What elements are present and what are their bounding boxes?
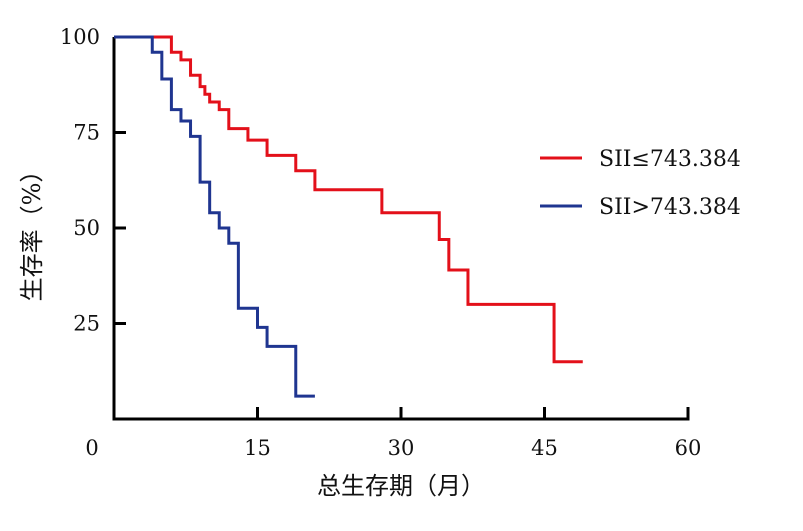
series-layer <box>114 35 583 398</box>
series-line-sii-high <box>114 35 315 398</box>
axes <box>112 37 690 421</box>
legend: SII≤743.384 SII>743.384 <box>540 147 741 220</box>
legend-item-sii-low: SII≤743.384 <box>540 147 741 172</box>
y-tick-label: 25 <box>73 312 100 336</box>
x-tick-label: 45 <box>531 436 558 460</box>
y-tick-label: 50 <box>73 216 100 240</box>
legend-label-sii-high: SII>743.384 <box>599 195 741 220</box>
y-tick-label: 75 <box>73 121 100 145</box>
legend-item-sii-high: SII>743.384 <box>540 195 741 220</box>
y-ticks: 25 50 75 100 <box>60 25 126 336</box>
x-ticks: 0 15 30 45 60 <box>85 407 701 460</box>
x-tick-label: 30 <box>388 436 415 460</box>
y-axis-title: 生存率（%） <box>18 159 46 302</box>
x-tick-label: 0 <box>85 436 98 460</box>
x-tick-label: 60 <box>675 436 702 460</box>
series-line-sii-low <box>114 35 583 364</box>
legend-label-sii-low: SII≤743.384 <box>599 147 741 172</box>
x-tick-label: 15 <box>244 436 271 460</box>
y-tick-label: 100 <box>60 25 100 49</box>
x-axis-title: 总生存期（月） <box>317 472 485 500</box>
